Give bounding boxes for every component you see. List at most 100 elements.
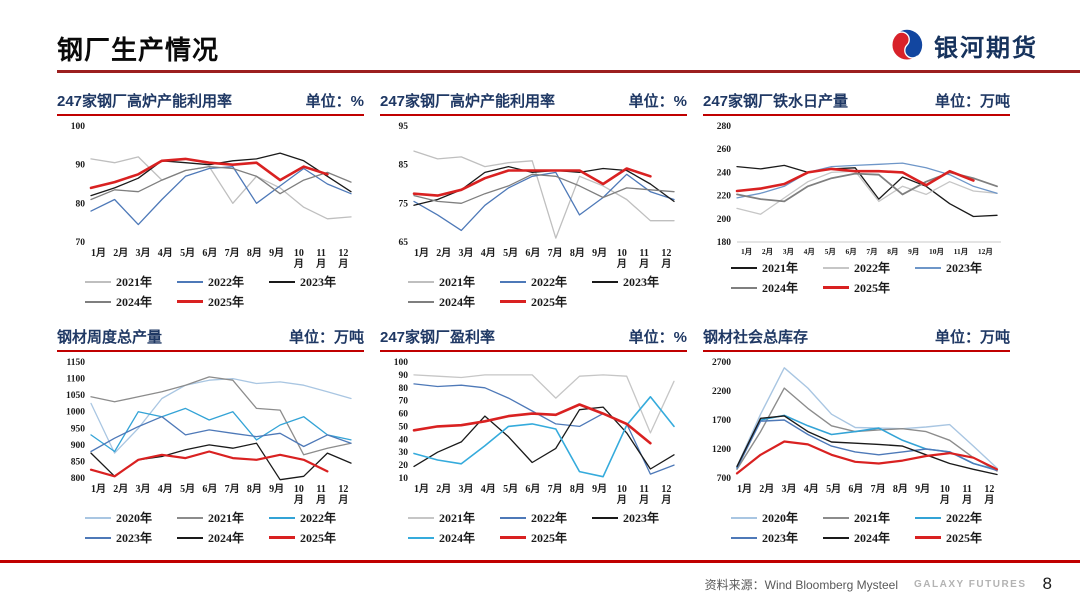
x-axis-label: 7月 <box>870 484 886 495</box>
series-line-2020年 <box>90 377 352 454</box>
x-axis-label: 1月 <box>414 484 429 495</box>
x-axis-label: 3月 <box>135 248 151 259</box>
legend-item: 2022年 <box>177 273 269 290</box>
legend-swatch <box>915 266 941 269</box>
legend-item: 2023年 <box>731 529 823 546</box>
x-axis-label: 11月 <box>639 248 650 270</box>
x-axis-label: 2月 <box>436 484 452 495</box>
chart-unit-label: 单位：% <box>628 93 687 110</box>
legend-label: 2022年 <box>946 511 983 525</box>
series-line-2022年 <box>413 383 675 475</box>
legend-label: 2022年 <box>531 275 568 289</box>
svg-text:80: 80 <box>399 384 409 394</box>
legend-label: 2020年 <box>116 511 153 525</box>
x-axis-label: 7月 <box>224 248 240 259</box>
legend-item: 2024年 <box>408 529 500 546</box>
legend-label: 2025年 <box>531 531 568 545</box>
svg-text:80: 80 <box>76 199 86 209</box>
svg-text:950: 950 <box>71 424 86 434</box>
legend-label: 2023年 <box>300 275 337 289</box>
x-axis-label: 6月 <box>202 248 218 259</box>
legend-label: 2024年 <box>439 531 476 545</box>
company-name: 银河期货 <box>934 34 1038 62</box>
series-line-2023年 <box>736 162 998 199</box>
x-axis-label: 10月 <box>939 484 950 506</box>
chart-legend: 2021年 2022年 2023年 2024年 2025年 <box>85 273 364 310</box>
legend-label: 2024年 <box>116 295 153 309</box>
legend-item: 2022年 <box>269 509 361 526</box>
legend-item: 2021年 <box>85 273 177 290</box>
svg-text:20: 20 <box>399 461 409 471</box>
chart-header: 钢材周度总产量 单位：万吨 <box>57 326 364 352</box>
svg-text:70: 70 <box>76 238 86 248</box>
x-axis-label: 7月 <box>224 484 240 495</box>
line-chart: 280 260 240 220 200 180 <box>717 122 1001 248</box>
legend-item: 2024年 <box>823 529 915 546</box>
page-number: 8 <box>1042 574 1052 593</box>
svg-text:75: 75 <box>399 199 409 209</box>
legend-swatch <box>85 536 111 539</box>
legend-item: 2021年 <box>177 509 269 526</box>
line-chart: 1150 1100 1050 1000 950 900 850 800 <box>66 358 352 484</box>
legend-item: 2023年 <box>269 273 361 290</box>
series-line-2025年 <box>89 157 329 190</box>
legend-item: 2023年 <box>592 509 684 526</box>
legend-swatch <box>269 536 295 539</box>
legend-swatch <box>85 280 111 283</box>
legend-item: 2021年 <box>823 509 915 526</box>
x-axis-label: 8月 <box>569 248 585 259</box>
x-axis-label: 12月 <box>977 247 993 256</box>
x-axis-labels: 1月 2月 3月 4月 5月 6月 7月 8月 9月 10月 11月 12月 <box>414 484 674 506</box>
line-chart: 100 90 80 70 <box>71 122 352 248</box>
x-axis-label: 8月 <box>246 484 262 495</box>
legend-item: 2025年 <box>915 529 1007 546</box>
series-line-2024年 <box>90 442 352 481</box>
charts-grid: 247家钢厂高炉产能利用率 单位：% 100 90 80 70 1月 2月 3月 4月 5月 6… <box>57 90 1010 546</box>
legend-label: 2023年 <box>946 261 983 276</box>
x-axis-label: 5月 <box>503 484 519 495</box>
x-axis-label: 5月 <box>503 248 519 259</box>
x-axis-label: 5月 <box>180 484 196 495</box>
x-axis-label: 5月 <box>180 248 196 259</box>
legend-swatch <box>177 536 203 539</box>
x-axis-label: 6月 <box>525 484 541 495</box>
legend-swatch <box>823 516 849 519</box>
legend-label: 2024年 <box>762 281 799 296</box>
x-axis-label: 11月 <box>962 484 973 506</box>
series-line-2022年 <box>413 171 675 232</box>
x-axis-label: 8月 <box>569 484 585 495</box>
footer: 资料来源：Wind Bloomberg Mysteel GALAXY FUTUR… <box>705 574 1052 594</box>
legend-item: 2021年 <box>731 259 823 276</box>
chart-unit-label: 单位：万吨 <box>288 329 364 346</box>
x-axis-label: 2月 <box>761 247 774 256</box>
legend-item: 2025年 <box>823 279 915 296</box>
legend-label: 2021年 <box>116 275 153 289</box>
svg-text:1150: 1150 <box>67 358 86 368</box>
x-axis-label: 4月 <box>157 248 173 259</box>
svg-text:800: 800 <box>71 474 86 484</box>
x-axis-label: 2月 <box>113 484 129 495</box>
x-axis-label: 11月 <box>953 247 969 256</box>
x-axis-labels: 1月 2月 3月 4月 5月 6月 7月 8月 9月 10月 11月 12月 <box>741 247 993 256</box>
legend-swatch <box>177 280 203 283</box>
legend-label: 2024年 <box>439 295 476 309</box>
legend-label: 2021年 <box>439 511 476 525</box>
legend-item: 2025年 <box>177 293 269 310</box>
svg-text:1050: 1050 <box>66 391 85 401</box>
x-axis-label: 11月 <box>316 248 327 270</box>
legend-label: 2025年 <box>854 281 891 296</box>
x-axis-labels: 1月 2月 3月 4月 5月 6月 7月 8月 9月 10月 11月 12月 <box>91 248 351 270</box>
svg-text:1000: 1000 <box>66 408 85 418</box>
chart-panel-hot-metal-output: 247家钢厂铁水日产量 单位：万吨 280 260 240 220 200 180 1月 2… <box>703 90 1010 310</box>
galaxy-swirl-icon <box>891 29 923 61</box>
chart-header: 247家钢厂铁水日产量 单位：万吨 <box>703 90 1010 116</box>
x-axis-label: 2月 <box>436 248 452 259</box>
chart-title: 钢材社会总库存 <box>703 329 809 346</box>
legend-swatch <box>731 266 757 269</box>
legend-item: 2025年 <box>500 529 592 546</box>
legend-label: 2024年 <box>208 531 245 545</box>
legend-swatch <box>592 516 618 519</box>
legend-swatch <box>731 536 757 539</box>
x-axis-label: 6月 <box>202 484 218 495</box>
legend-swatch <box>269 516 295 519</box>
